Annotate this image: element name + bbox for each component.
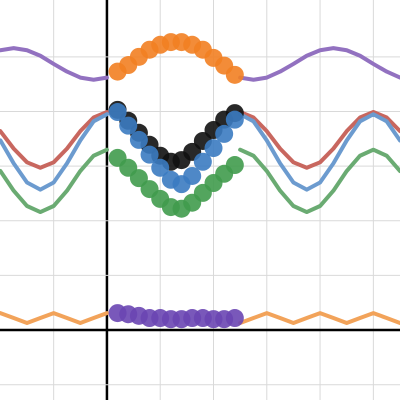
curve — [0, 311, 400, 325]
point — [129, 130, 148, 149]
curve — [0, 46, 400, 82]
curve — [0, 112, 400, 192]
point — [193, 152, 212, 171]
point — [225, 156, 244, 175]
point — [108, 103, 127, 122]
point — [225, 309, 244, 328]
point — [151, 158, 170, 177]
point — [225, 110, 244, 129]
point — [215, 124, 234, 143]
point — [140, 145, 159, 164]
curve — [0, 147, 400, 215]
point — [204, 139, 223, 158]
point — [119, 116, 138, 135]
curve — [0, 110, 400, 170]
point — [225, 65, 244, 84]
point — [183, 166, 202, 185]
